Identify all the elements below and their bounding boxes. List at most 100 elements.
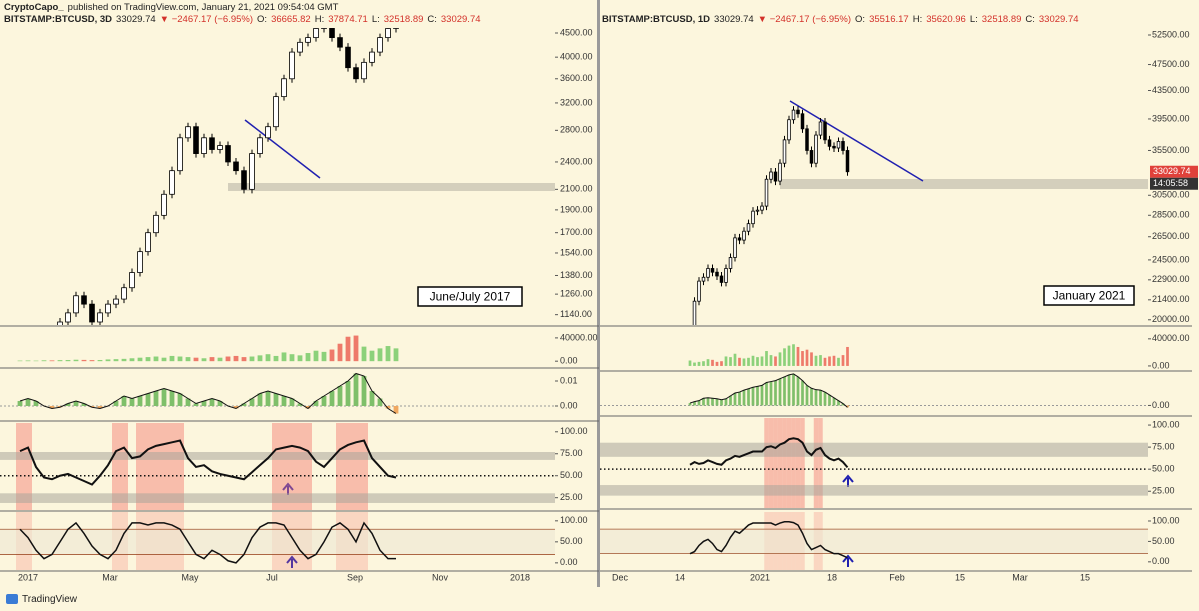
volume-bar bbox=[257, 355, 263, 362]
candle-body bbox=[169, 170, 175, 195]
volume-bar bbox=[792, 344, 795, 366]
macd-bar bbox=[814, 389, 818, 406]
y-tick-label: 25.00 bbox=[1152, 486, 1175, 496]
volume-bar bbox=[353, 335, 359, 362]
y-tick-label: 50.00 bbox=[1152, 464, 1175, 474]
macd-bar bbox=[65, 403, 71, 406]
macd-bar bbox=[201, 401, 207, 406]
volume-bar bbox=[841, 355, 845, 366]
volume-bar bbox=[819, 355, 822, 366]
candle-body bbox=[265, 126, 271, 139]
macd-bar bbox=[733, 393, 737, 406]
y-tick-label: 50.00 bbox=[1152, 536, 1175, 546]
candle-body bbox=[217, 145, 223, 150]
macd-bar bbox=[137, 396, 143, 406]
macd-bar bbox=[787, 374, 791, 406]
y-tick-label: 100.00 bbox=[1152, 515, 1180, 525]
volume-bar bbox=[715, 361, 719, 366]
x-tick-label: 2018 bbox=[510, 572, 530, 582]
candle-body bbox=[787, 119, 791, 141]
candle-body bbox=[353, 67, 359, 80]
candle-body bbox=[742, 230, 746, 241]
macd-bar bbox=[706, 397, 710, 406]
volume-bar bbox=[760, 356, 764, 366]
ohlc-value: 33029.74 bbox=[1038, 14, 1079, 25]
ohlc-key: H: bbox=[314, 14, 325, 25]
candle-body bbox=[719, 275, 724, 283]
volume-bar bbox=[97, 360, 103, 362]
candle-body bbox=[50, 332, 55, 342]
x-tick-label: Sep bbox=[347, 572, 363, 582]
volume-bar bbox=[17, 360, 23, 362]
y-tick-label: 1260.00 bbox=[560, 289, 593, 299]
change: ▼ −2467.17 (−6.95%) bbox=[159, 14, 254, 25]
x-tick-label: Feb bbox=[889, 572, 905, 582]
macd-bar bbox=[778, 378, 782, 406]
volume-bar bbox=[385, 346, 391, 362]
macd-bar bbox=[33, 401, 39, 406]
volume-bar bbox=[693, 362, 696, 366]
candle-body bbox=[153, 214, 159, 234]
candle-body bbox=[137, 251, 143, 273]
candle-body bbox=[755, 209, 760, 212]
macd-bar bbox=[832, 397, 836, 406]
macd-bar bbox=[751, 387, 755, 406]
ohlc-value: 37874.71 bbox=[328, 14, 368, 25]
candle-body bbox=[823, 121, 827, 141]
macd-bar bbox=[265, 391, 271, 406]
ohlc-value: 35516.17 bbox=[869, 14, 909, 25]
candle-body bbox=[42, 332, 47, 338]
candle-body bbox=[782, 139, 787, 164]
volume-bar bbox=[688, 360, 692, 366]
candle-body bbox=[34, 337, 39, 341]
annotation: January 2021 bbox=[1053, 289, 1126, 303]
x-tick-label: Mar bbox=[102, 572, 118, 582]
stoch-line bbox=[689, 521, 848, 559]
volume-bar bbox=[209, 357, 215, 362]
change: ▼ −2467.17 (−6.95%) bbox=[757, 14, 852, 25]
candle-body bbox=[81, 295, 87, 305]
candle-body bbox=[377, 37, 383, 53]
last-price: 33029.74 bbox=[714, 14, 754, 25]
candle-body bbox=[281, 78, 287, 98]
overbought-zone bbox=[791, 418, 796, 508]
macd-bar bbox=[297, 403, 303, 406]
y-tick-label: 100.00 bbox=[560, 426, 588, 436]
macd-bar bbox=[289, 398, 295, 406]
macd-bar bbox=[756, 386, 759, 406]
macd-bar bbox=[113, 401, 119, 406]
macd-bar bbox=[121, 396, 127, 406]
macd-bar bbox=[828, 394, 831, 406]
overbought-zone bbox=[800, 418, 805, 508]
macd-bar bbox=[353, 373, 359, 406]
overbought-zone bbox=[764, 418, 769, 508]
volume-bar bbox=[137, 357, 143, 362]
volume-bar bbox=[153, 356, 159, 362]
footer: TradingView bbox=[22, 594, 78, 605]
candle-body bbox=[760, 205, 764, 211]
candle-body bbox=[105, 303, 111, 314]
volume-bar bbox=[823, 357, 827, 366]
volume-bar bbox=[201, 358, 207, 362]
rsi-line bbox=[19, 439, 397, 486]
arrow bbox=[286, 555, 298, 568]
macd-bar bbox=[774, 380, 777, 406]
macd-bar bbox=[760, 385, 764, 406]
candle-body bbox=[791, 109, 796, 121]
volume-bar bbox=[241, 357, 247, 362]
macd-bar bbox=[769, 381, 773, 406]
volume-bar bbox=[329, 349, 335, 362]
volume-bar bbox=[81, 359, 87, 362]
volume-bar bbox=[724, 356, 728, 366]
macd-bar bbox=[97, 406, 103, 409]
macd-bar bbox=[161, 388, 167, 406]
volume-bar bbox=[720, 361, 723, 366]
y-tick-label: 2400.00 bbox=[560, 156, 593, 166]
rsi-pane bbox=[0, 423, 555, 510]
candle-body bbox=[778, 162, 782, 182]
overbought-zone bbox=[288, 423, 296, 510]
y-tick-label: 1540.00 bbox=[560, 247, 593, 257]
y-tick-label: 3600.00 bbox=[560, 73, 593, 83]
last-price: 33029.74 bbox=[116, 14, 156, 25]
candle-body bbox=[161, 193, 167, 216]
